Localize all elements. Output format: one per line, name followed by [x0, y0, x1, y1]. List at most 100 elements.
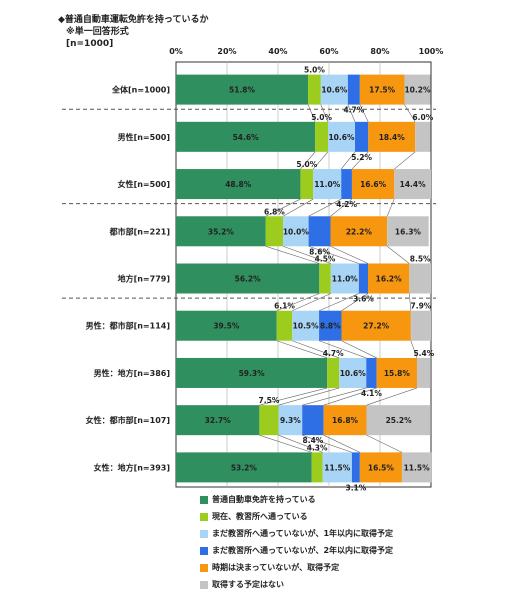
connector-line: [265, 198, 301, 217]
bar-segment: [404, 74, 431, 105]
bar-segment: [176, 357, 328, 388]
data-label: 39.5%: [213, 322, 240, 331]
data-label: 16.6%: [360, 180, 387, 189]
bar-segment: [416, 357, 431, 388]
connector-line: [341, 151, 356, 170]
x-tick-label: 100%: [419, 47, 444, 56]
data-label: 6.8%: [264, 207, 285, 216]
data-label: 8.5%: [410, 255, 431, 264]
bar-segment: [311, 452, 323, 483]
data-label: 10.6%: [328, 133, 355, 142]
chart-subtitle: ※単一回答形式: [66, 27, 129, 37]
legend-label: 普通自動車免許を持っている: [212, 495, 316, 504]
bar-segment: [308, 216, 331, 247]
bar-segment: [368, 263, 410, 294]
data-label: 11.0%: [314, 180, 341, 189]
connector-line: [282, 245, 331, 264]
data-label: 16.3%: [395, 227, 422, 236]
bar-segment: [315, 121, 328, 152]
bar-segment: [176, 452, 312, 483]
data-label: 3.6%: [353, 295, 374, 304]
bar-segment: [278, 405, 303, 436]
x-tick-label: 60%: [319, 47, 338, 56]
bar-segment: [341, 310, 411, 341]
data-label: 11.5%: [404, 463, 431, 472]
data-label: 3.1%: [345, 483, 366, 492]
legend-label: まだ教習所へ通っていないが、1年以内に取得予定: [212, 529, 394, 538]
bar-segment: [323, 405, 367, 436]
data-label: 16.2%: [376, 275, 403, 284]
bar-segment: [300, 169, 314, 200]
bar-segment: [327, 121, 356, 152]
connector-line: [278, 387, 340, 406]
data-label: 35.2%: [208, 227, 235, 236]
bar-segment: [176, 405, 260, 436]
x-tick-label: 0%: [169, 47, 183, 56]
legend-swatch: [200, 547, 208, 555]
data-label: 15.8%: [384, 369, 411, 378]
legend-swatch: [200, 513, 208, 521]
bar-segment: [410, 310, 431, 341]
bar-segment: [347, 74, 360, 105]
data-label: 8.8%: [320, 322, 341, 331]
bar-segment: [313, 169, 342, 200]
bar-segment: [176, 169, 301, 200]
connector-line: [278, 434, 323, 453]
category-label: 女性：地方[n=393]: [94, 462, 170, 472]
connector-line: [282, 198, 314, 217]
sample-size-note: [n=1000]: [66, 39, 114, 49]
bar-segment: [351, 169, 395, 200]
data-label: 8.6%: [309, 247, 330, 256]
connector-line: [307, 104, 316, 122]
data-label: 5.4%: [413, 349, 434, 358]
bar-segment: [265, 216, 284, 247]
connector-line: [330, 246, 369, 264]
data-label: 16.8%: [332, 416, 359, 425]
connector-line: [366, 387, 418, 406]
connector-line: [292, 340, 340, 359]
bar-segment: [276, 310, 293, 341]
category-label: 男性：地方[n=386]: [94, 368, 170, 378]
data-label: 27.2%: [363, 322, 390, 331]
data-label: 5.2%: [351, 153, 372, 162]
data-label: 4.2%: [336, 200, 357, 209]
chart-title: ◆普通自動車運転免許を持っているか: [58, 15, 209, 25]
data-label: 32.7%: [205, 416, 232, 425]
category-label: 地方[n=779]: [118, 274, 170, 284]
bar-segment: [409, 263, 431, 294]
legend-label: 取得する予定はない: [212, 580, 284, 589]
data-label: 7.9%: [411, 302, 432, 311]
data-label: 11.5%: [324, 463, 351, 472]
connector-line: [351, 151, 369, 170]
bar-segment: [176, 121, 316, 152]
data-label: 4.3%: [307, 443, 328, 452]
bar-segment: [330, 263, 359, 294]
x-tick-label: 40%: [268, 47, 287, 56]
connector-line: [302, 434, 353, 453]
data-label: 4.7%: [343, 106, 364, 115]
connector-line: [347, 104, 356, 122]
data-label: 5.0%: [311, 113, 332, 122]
connector-line: [318, 293, 359, 311]
data-label: 4.1%: [361, 389, 382, 398]
legend-swatch: [200, 530, 208, 538]
category-label: 男性[n=500]: [118, 132, 170, 142]
bar-segment: [322, 452, 352, 483]
legend-swatch: [200, 581, 208, 589]
connector-line: [259, 434, 312, 453]
connector-line: [394, 151, 416, 170]
data-label: 48.8%: [225, 180, 252, 189]
data-label: 9.3%: [280, 416, 301, 425]
bar-segment: [415, 121, 431, 152]
connector-line: [320, 104, 329, 122]
connector-line: [308, 198, 342, 217]
connector-line: [366, 434, 403, 453]
data-label: 53.2%: [231, 463, 258, 472]
connector-line: [386, 246, 410, 264]
category-label: 男性：都市部[n=114]: [86, 321, 170, 331]
connector-line: [410, 340, 418, 359]
bar-segment: [376, 357, 417, 388]
data-label: 25.2%: [386, 416, 413, 425]
